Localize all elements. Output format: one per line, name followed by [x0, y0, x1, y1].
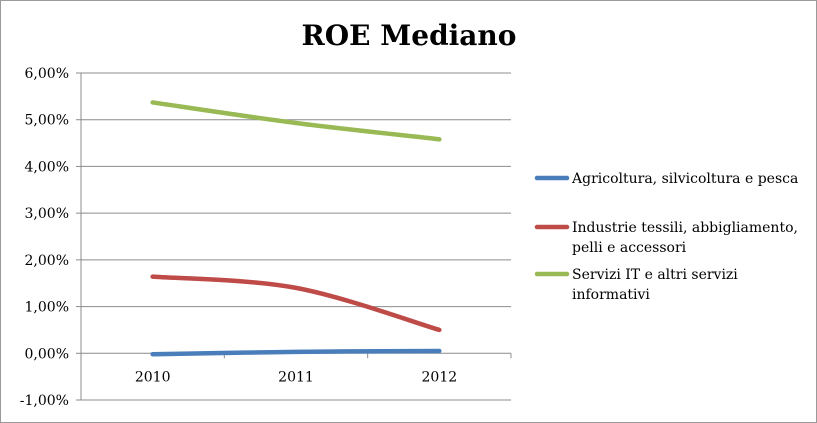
- y-tick-label: -1,00%: [20, 393, 69, 409]
- x-tick-label: 2012: [422, 369, 458, 385]
- legend-label-2: Servizi IT e altri servizi: [572, 267, 738, 283]
- y-tick-label: 4,00%: [25, 159, 69, 175]
- legend-label-1: pelli e accessori: [572, 240, 687, 256]
- x-tick-label: 2011: [278, 369, 314, 385]
- series-line-1: [150, 274, 442, 333]
- legend-label-1: Industrie tessili, abbigliamento,: [572, 220, 798, 236]
- series-lines: [150, 100, 442, 357]
- y-tick-label: 1,00%: [25, 300, 69, 316]
- x-tick-label: 2010: [135, 369, 171, 385]
- y-tick-label: 3,00%: [25, 206, 69, 222]
- chart-title: ROE Mediano: [302, 19, 517, 52]
- legend: Agricoltura, silvicoltura e pesca Industr…: [534, 171, 798, 303]
- x-tick-labels: 2010 2011 2012: [135, 369, 457, 385]
- legend-label-2: informativi: [572, 287, 650, 303]
- y-tick-label: 6,00%: [25, 66, 69, 82]
- series-line-2: [150, 100, 442, 142]
- y-tick-labels: -1,00% 0,00% 1,00% 2,00% 3,00% 4,00% 5,00% 6,00…: [20, 66, 69, 409]
- y-tick-label: 5,00%: [25, 113, 69, 129]
- legend-label-0: Agricoltura, silvicoltura e pesca: [571, 171, 798, 187]
- y-tick-label: 2,00%: [25, 253, 69, 269]
- y-tick-label: 0,00%: [25, 346, 69, 362]
- gridlines: [81, 72, 511, 401]
